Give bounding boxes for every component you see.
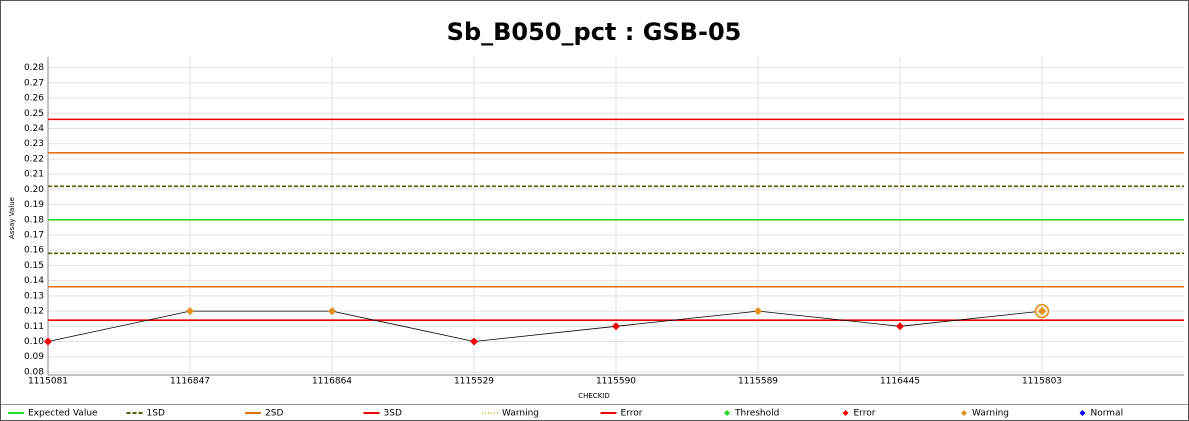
x-tick-label: 1115803 bbox=[1022, 377, 1062, 387]
y-tick-label: 0.24 bbox=[24, 124, 44, 134]
legend-label: 1SD bbox=[147, 409, 165, 419]
x-tick-label: 1116864 bbox=[312, 377, 352, 387]
y-tick-label: 0.23 bbox=[24, 139, 44, 149]
legend-label: 3SD bbox=[384, 409, 402, 419]
data-point bbox=[896, 322, 904, 331]
data-point bbox=[328, 307, 336, 316]
data-line bbox=[47, 310, 1043, 342]
data-point bbox=[754, 307, 762, 316]
legend-swatch bbox=[842, 410, 849, 416]
y-tick-label: 0.12 bbox=[24, 307, 44, 317]
y-tick-label: 0.11 bbox=[24, 322, 44, 332]
x-tick-label: 1115529 bbox=[454, 377, 494, 387]
legend-label: Warning bbox=[502, 409, 539, 419]
legend-label: Normal bbox=[1091, 409, 1124, 419]
legend-label: Threshold bbox=[734, 409, 779, 419]
legend-label: Error bbox=[854, 409, 876, 419]
y-tick-label: 0.17 bbox=[24, 231, 44, 241]
x-tick-label: 1116445 bbox=[880, 377, 920, 387]
y-tick-label: 0.22 bbox=[24, 154, 44, 164]
y-tick-label: 0.28 bbox=[24, 63, 44, 73]
x-tick-label: 1115589 bbox=[738, 377, 778, 387]
y-tick-label: 0.25 bbox=[24, 109, 44, 119]
data-point bbox=[1038, 307, 1046, 316]
y-tick-label: 0.26 bbox=[24, 94, 44, 104]
x-tick-label: 1115081 bbox=[28, 377, 68, 387]
y-tick-label: 0.10 bbox=[24, 337, 44, 347]
y-tick-label: 0.20 bbox=[24, 185, 44, 195]
y-tick-label: 0.16 bbox=[24, 246, 44, 256]
data-point bbox=[470, 337, 478, 346]
chart-title: Sb_B050_pct : GSB-05 bbox=[447, 18, 742, 46]
legend-label: Error bbox=[621, 409, 643, 419]
legend-label: Expected Value bbox=[28, 409, 98, 419]
y-tick-label: 0.19 bbox=[24, 200, 44, 210]
x-tick-label: 1116847 bbox=[170, 377, 210, 387]
y-axis-label: Assay Value bbox=[8, 197, 16, 239]
y-tick-label: 0.13 bbox=[24, 291, 44, 301]
legend-swatch bbox=[724, 410, 730, 416]
y-tick-label: 0.14 bbox=[24, 276, 44, 286]
legend-swatch bbox=[961, 410, 967, 416]
y-tick-label: 0.15 bbox=[24, 261, 44, 271]
legend-swatch bbox=[1079, 410, 1086, 416]
data-point bbox=[44, 337, 52, 346]
y-tick-label: 0.18 bbox=[24, 215, 44, 225]
y-tick-label: 0.21 bbox=[24, 170, 44, 180]
y-tick-label: 0.08 bbox=[24, 367, 44, 377]
y-tick-label: 0.27 bbox=[24, 78, 44, 88]
x-axis-label: CHECKID bbox=[578, 392, 610, 400]
data-point bbox=[186, 307, 194, 316]
data-point bbox=[612, 322, 620, 331]
x-tick-label: 1115590 bbox=[596, 377, 636, 387]
legend-label: Warning bbox=[972, 409, 1009, 419]
legend-label: 2SD bbox=[265, 409, 283, 419]
y-tick-label: 0.09 bbox=[24, 352, 44, 362]
